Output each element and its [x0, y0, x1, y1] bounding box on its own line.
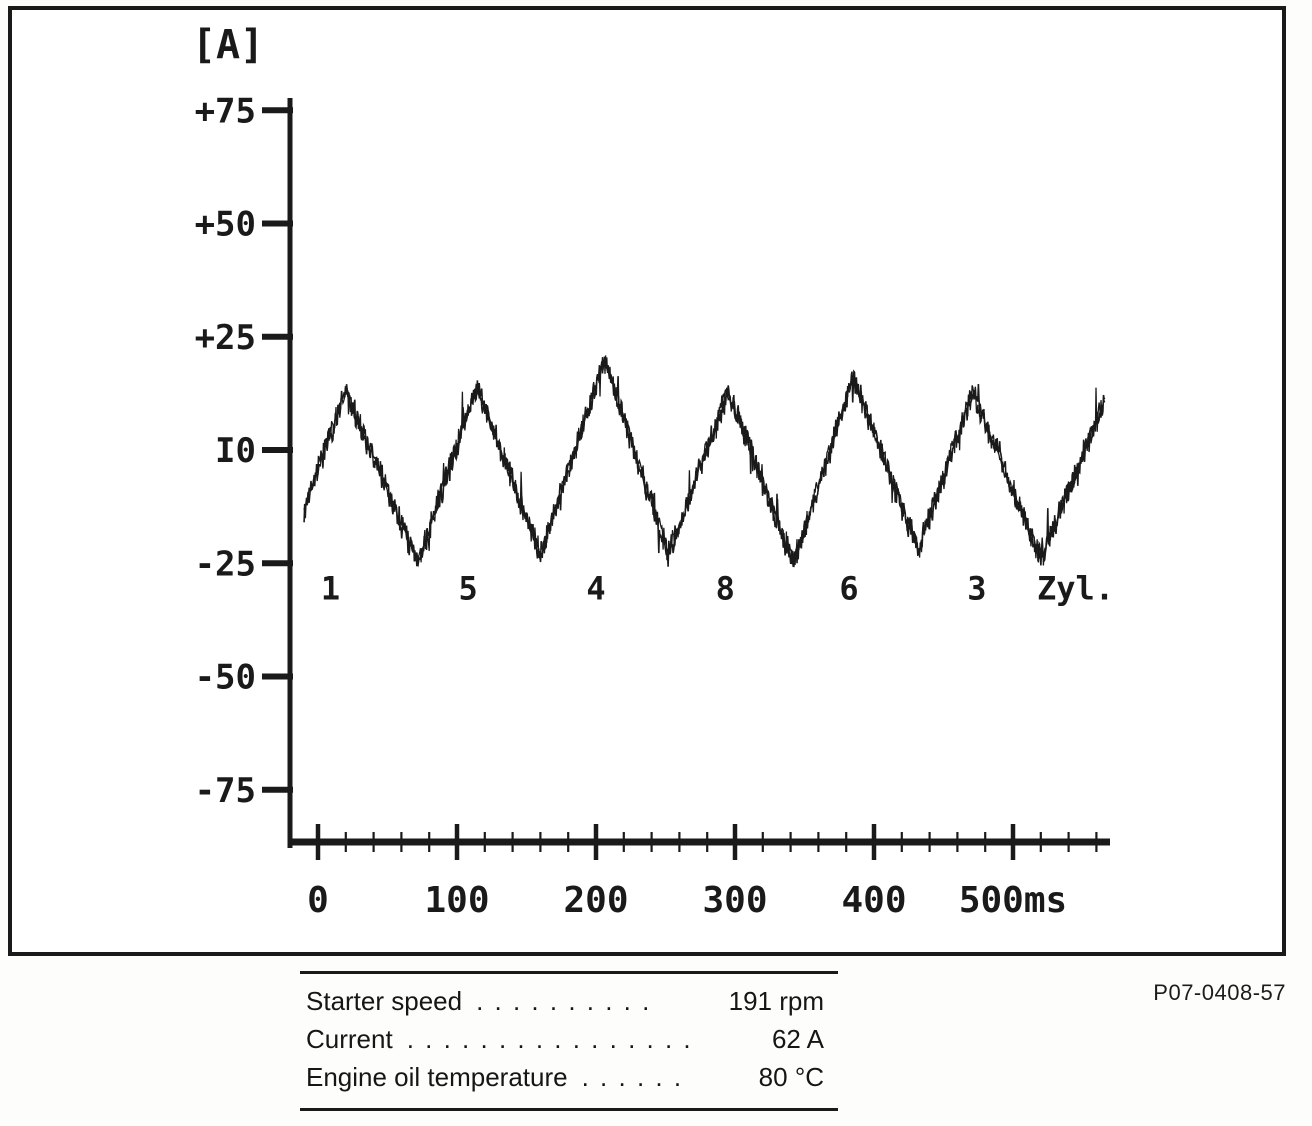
x-tick-label: 100	[424, 880, 489, 921]
cylinder-label: 4	[586, 569, 605, 607]
legend-label: Current	[306, 1024, 393, 1054]
legend-row-current: Current . . . . . . . . . . . . . . . . …	[306, 1020, 824, 1058]
legend-dot-leader: . . . . . . . . . .	[476, 986, 652, 1016]
legend-label: Engine oil temperature	[306, 1062, 568, 1092]
legend-row-oil-temperature: Engine oil temperature . . . . . . 80 °C	[306, 1058, 824, 1096]
waveform-trace-overlay	[303, 355, 1106, 568]
cylinder-label: Zyl.	[1037, 569, 1114, 607]
figure-ref-number: P07-0408-57	[1153, 980, 1286, 1005]
x-tick-label: 200	[563, 880, 628, 921]
legend-dot-leader: . . . . . . . . . . . . . . . .	[406, 1024, 693, 1054]
cylinder-label: 3	[967, 569, 986, 607]
legend-value: 62 A	[771, 1024, 824, 1054]
y-tick-label: +75	[195, 91, 256, 131]
cylinder-label: 6	[839, 569, 858, 607]
y-tick-label: -75	[195, 771, 256, 811]
x-tick-label: 0	[307, 880, 329, 921]
legend-table: Starter speed . . . . . . . . . . 191 rp…	[300, 971, 838, 1111]
y-tick-label: -50	[195, 658, 256, 698]
legend-row-starter-speed: Starter speed . . . . . . . . . . 191 rp…	[306, 982, 824, 1020]
cylinder-label: 1	[321, 569, 340, 607]
cylinder-label: 5	[458, 569, 477, 607]
legend-value: 80 °C	[758, 1062, 824, 1092]
y-tick-label: I0	[215, 431, 256, 471]
x-tick-label: 500ms	[959, 880, 1067, 921]
y-tick-label: +50	[195, 205, 256, 245]
x-tick-label: 300	[702, 880, 767, 921]
cylinder-label: 8	[716, 569, 735, 607]
legend-dot-leader: . . . . . .	[581, 1062, 684, 1092]
x-tick-label: 400	[841, 880, 906, 921]
legend-value: 191 rpm	[728, 986, 824, 1016]
y-tick-label: +25	[195, 318, 256, 358]
y-axis-unit-label: [A]	[192, 22, 264, 68]
legend-label: Starter speed	[306, 986, 463, 1016]
y-tick-label: -25	[195, 544, 256, 584]
